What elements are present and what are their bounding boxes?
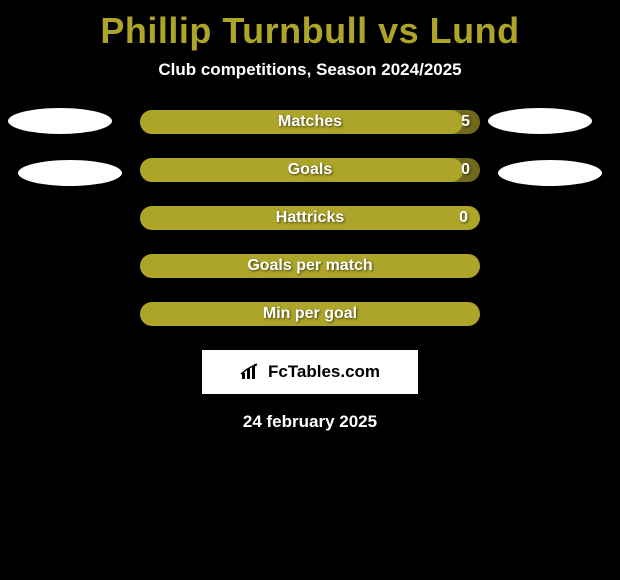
stat-label: Goals per match: [247, 257, 372, 275]
page-title: Phillip Turnbull vs Lund: [0, 0, 620, 60]
stat-value: 0: [459, 209, 468, 227]
stat-bar: Goals per match: [140, 254, 480, 278]
bar-chart-icon: [240, 363, 262, 381]
side-ellipse-left: [8, 108, 112, 134]
attribution-badge: FcTables.com: [202, 350, 418, 394]
stat-bar-fill: [140, 158, 463, 182]
stat-bar: Min per goal: [140, 302, 480, 326]
stat-label: Hattricks: [276, 209, 344, 227]
stat-bar: Hattricks 0: [140, 206, 480, 230]
stat-label: Min per goal: [263, 305, 357, 323]
footer-date: 24 february 2025: [0, 412, 620, 432]
side-ellipse-right: [488, 108, 592, 134]
stats-area: Matches5 Goals0 Hattricks 0 Goals per match M…: [0, 108, 620, 326]
side-ellipse-left: [18, 160, 122, 186]
stat-bar-fill: [140, 110, 463, 134]
attribution-text: FcTables.com: [268, 362, 380, 382]
page-subtitle: Club competitions, Season 2024/2025: [0, 60, 620, 108]
stat-bar: Matches5: [140, 110, 480, 134]
side-ellipse-right: [498, 160, 602, 186]
stat-bar: Goals0: [140, 158, 480, 182]
